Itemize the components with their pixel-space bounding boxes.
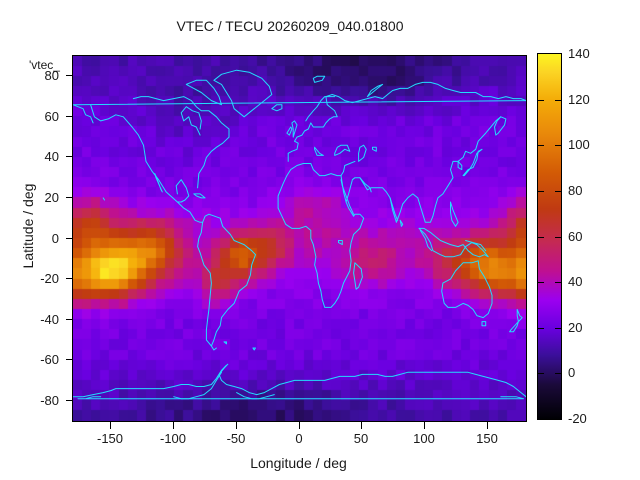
y-tick-label: -60 <box>40 352 59 367</box>
vtec-heatmap-canvas <box>73 56 526 421</box>
x-tick-label: -150 <box>96 431 124 446</box>
colorbar-tick-mark <box>555 100 561 101</box>
vtec-map-plot-area <box>72 55 527 422</box>
colorbar-tick-mark <box>538 100 544 101</box>
y-tick-mark <box>66 400 73 401</box>
colorbar-tick-mark <box>555 145 561 146</box>
x-tick-label: 50 <box>353 431 369 446</box>
colorbar-tick-label: -20 <box>568 411 587 426</box>
x-axis-title: Longitude / deg <box>250 455 347 471</box>
colorbar-tick-mark <box>555 282 561 283</box>
colorbar-tick-mark <box>538 237 544 238</box>
colorbar-tick-label: 60 <box>568 229 583 244</box>
x-tick-mark <box>424 422 425 429</box>
colorbar-tick-label: 80 <box>568 183 583 198</box>
x-tick-mark <box>487 422 488 429</box>
y-tick-mark <box>66 359 73 360</box>
page-title: VTEC / TECU 20260209_040.01800 <box>176 18 404 34</box>
y-tick-label: 40 <box>44 149 59 164</box>
y-tick-mark <box>66 319 73 320</box>
colorbar-tick-mark <box>538 282 544 283</box>
x-tick-mark <box>110 422 111 429</box>
y-tick-mark <box>66 197 73 198</box>
colorbar-tick-mark <box>538 145 544 146</box>
colorbar-tick-mark <box>555 237 561 238</box>
colorbar-tick-label: 0 <box>568 365 576 380</box>
colorbar-tick-label: 120 <box>568 92 590 107</box>
colorbar-tick-label: 140 <box>568 46 590 61</box>
x-tick-mark <box>361 422 362 429</box>
x-tick-label: -100 <box>159 431 187 446</box>
y-tick-mark <box>66 238 73 239</box>
colorbar-tick-mark <box>555 191 561 192</box>
y-tick-mark <box>66 116 73 117</box>
colorbar-tick-mark <box>538 328 544 329</box>
y-tick-mark <box>66 75 73 76</box>
y-tick-label: -80 <box>40 393 59 408</box>
x-tick-mark <box>299 422 300 429</box>
series-name-annotation: 'vtec_ <box>29 58 60 72</box>
x-tick-label: 0 <box>295 431 303 446</box>
y-axis-title: Latitude / deg <box>20 183 36 269</box>
x-tick-mark <box>236 422 237 429</box>
colorbar-tick-mark <box>555 328 561 329</box>
y-tick-label: 80 <box>44 68 59 83</box>
colorbar-tick-mark <box>538 373 544 374</box>
x-tick-label: -50 <box>226 431 246 446</box>
colorbar-tick-mark <box>538 191 544 192</box>
colorbar <box>537 53 562 420</box>
y-tick-label: 60 <box>44 109 59 124</box>
x-tick-label: 100 <box>413 431 435 446</box>
y-tick-label: 0 <box>51 231 59 246</box>
colorbar-tick-label: 20 <box>568 320 583 335</box>
x-tick-label: 150 <box>476 431 498 446</box>
y-tick-label: -40 <box>40 312 59 327</box>
x-tick-mark <box>173 422 174 429</box>
y-tick-mark <box>66 278 73 279</box>
y-tick-label: -20 <box>40 271 59 286</box>
colorbar-tick-label: 40 <box>568 274 583 289</box>
y-tick-mark <box>66 156 73 157</box>
y-tick-label: 20 <box>44 190 59 205</box>
colorbar-tick-label: 100 <box>568 137 590 152</box>
colorbar-tick-mark <box>555 373 561 374</box>
